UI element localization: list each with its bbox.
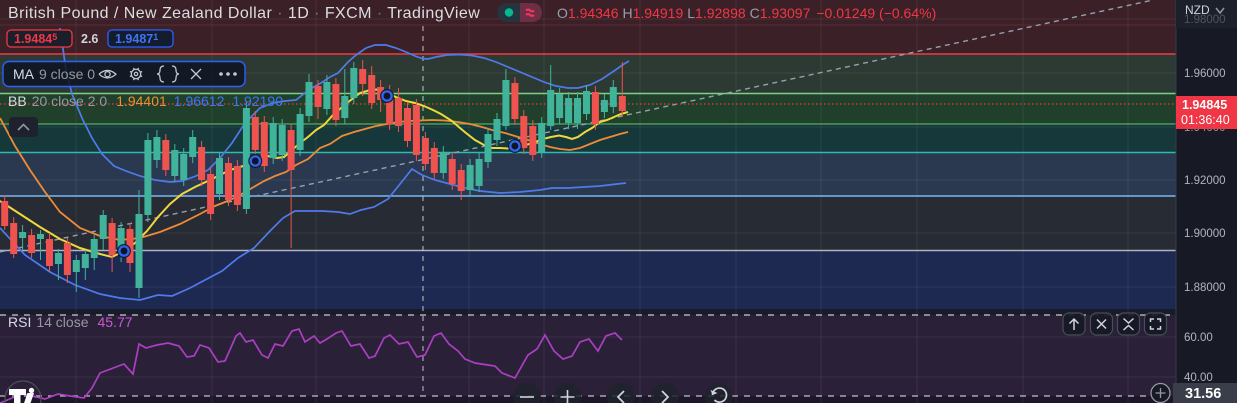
svg-text:1.92000: 1.92000 (1184, 175, 1226, 187)
svg-text:NZD: NZD (1185, 3, 1210, 17)
svg-text:1.94871: 1.94871 (115, 32, 158, 46)
svg-text:40.00: 40.00 (1184, 372, 1213, 384)
svg-text:01:36:40: 01:36:40 (1181, 113, 1230, 127)
svg-text:1.96000: 1.96000 (1184, 68, 1226, 80)
svg-text:2.6: 2.6 (81, 32, 98, 46)
svg-text:1.88000: 1.88000 (1184, 282, 1226, 294)
svg-text:MA9 close 0: MA 9 close 0 (13, 66, 95, 82)
svg-text:1.98000: 1.98000 (1184, 14, 1226, 26)
svg-text:1.94845: 1.94845 (14, 32, 57, 46)
svg-text:31.56: 31.56 (1185, 386, 1221, 402)
svg-text:1.94845: 1.94845 (1182, 98, 1227, 112)
svg-text:British Pound / New Zealand Do: British Pound / New Zealand Dollar · 1D … (8, 5, 480, 22)
svg-text:1.90000: 1.90000 (1184, 228, 1226, 240)
svg-text:60.00: 60.00 (1184, 332, 1213, 344)
